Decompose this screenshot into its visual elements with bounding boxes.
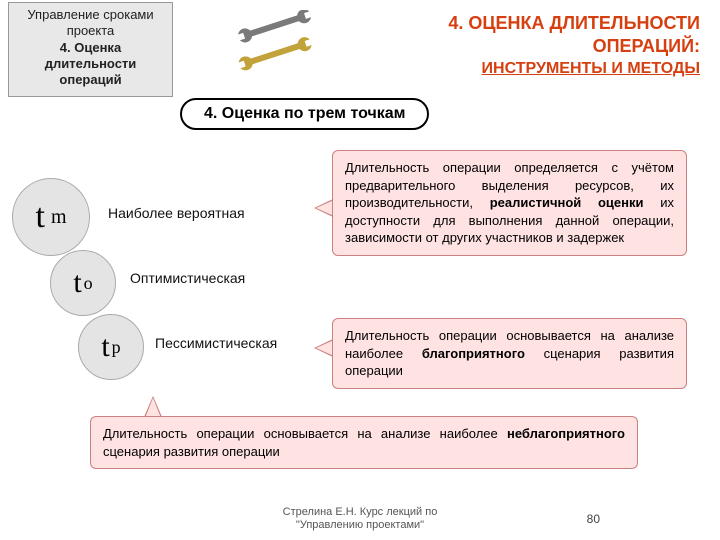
breadcrumb-line2: 4. Оценка длительности операций — [45, 40, 137, 88]
to-sub: o — [84, 273, 93, 294]
circle-to: t o — [50, 250, 116, 316]
subtitle-pill: 4. Оценка по трем точкам — [180, 98, 429, 130]
to-symbol: t — [73, 266, 81, 300]
breadcrumb-box: Управление сроками проекта 4. Оценка дли… — [8, 2, 173, 97]
label-tp: Пессимистическая — [155, 335, 277, 351]
circle-tp: t p — [78, 314, 144, 380]
page-title: 4. ОЦЕНКА ДЛИТЕЛЬНОСТИ ОПЕРАЦИЙ: ИНСТРУМ… — [340, 12, 700, 80]
tm-sub: m — [51, 206, 67, 229]
footer-line2: "Управлению проектами" — [296, 519, 424, 531]
subtitle-text: 4. Оценка по трем точкам — [204, 105, 405, 122]
tp-sub: p — [112, 337, 121, 358]
title-line2: ОПЕРАЦИЙ: — [340, 35, 700, 58]
callout-tp-post: сценария развития операции — [103, 444, 280, 459]
breadcrumb-line1: Управление сроками проекта — [27, 7, 153, 38]
footer: Стрелина Е.Н. Курс лекций по "Управлению… — [0, 506, 720, 532]
callout-tp-pre: Длительность операции основывается на ан… — [103, 426, 507, 441]
callout-tp-bold: неблагоприятного — [507, 426, 625, 441]
callout-to: Длительность операции основывается на ан… — [332, 318, 687, 389]
title-line3: ИНСТРУМЕНТЫ И МЕТОДЫ — [340, 59, 700, 80]
callout-to-bold: благоприятного — [422, 346, 525, 361]
tm-symbol: t — [35, 198, 44, 236]
title-line1: 4. ОЦЕНКА ДЛИТЕЛЬНОСТИ — [340, 12, 700, 35]
label-tm: Наиболее вероятная — [108, 205, 245, 221]
callout-tm-bold: реалистичной оценки — [490, 195, 644, 210]
wrench-icons — [235, 10, 321, 83]
label-to: Оптимистическая — [130, 270, 245, 286]
callout-tp: Длительность операции основывается на ан… — [90, 416, 638, 469]
callout-tm: Длительность операции определяется с учё… — [332, 150, 687, 256]
circle-tm: t m — [12, 178, 90, 256]
wrench-icon — [235, 10, 321, 78]
tp-symbol: t — [101, 330, 109, 364]
page-number: 80 — [587, 512, 600, 526]
footer-line1: Стрелина Е.Н. Курс лекций по — [283, 506, 438, 518]
